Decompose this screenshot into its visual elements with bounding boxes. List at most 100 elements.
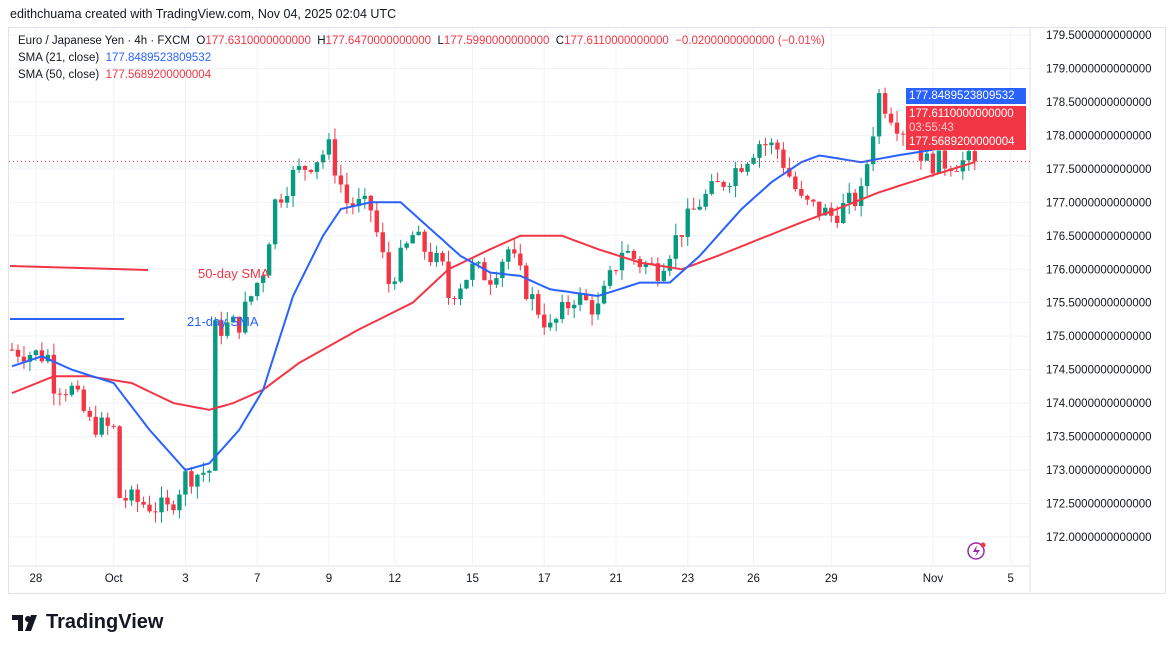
tradingview-logo-icon: [12, 614, 37, 631]
candle-body: [219, 320, 224, 336]
last-price: 177.6110000000000: [909, 108, 1014, 120]
sma50-legend[interactable]: SMA (50, close) 177.5689200000004: [18, 69, 211, 81]
candle-body: [506, 249, 511, 262]
y-tick-label: 173.5000000000000: [1046, 432, 1152, 444]
candle-body: [500, 261, 505, 279]
candle-body: [99, 417, 104, 435]
candle-body: [559, 301, 565, 320]
candle-body: [775, 142, 780, 150]
candle-body: [488, 280, 493, 285]
candle-body: [189, 471, 194, 487]
candle-body: [81, 389, 86, 411]
candle-body: [69, 385, 74, 395]
open-value: 177.6310000000000: [205, 35, 311, 47]
candle-body: [613, 270, 619, 272]
candle-body: [518, 253, 523, 266]
candle-body: [105, 417, 110, 426]
high-label: H: [317, 35, 326, 47]
candle-body: [410, 235, 415, 244]
candle-body: [894, 122, 900, 134]
candle-body: [530, 294, 535, 300]
candle-body: [685, 208, 690, 237]
candle-body: [380, 232, 385, 253]
candle-body: [882, 93, 888, 114]
candle-body: [972, 151, 977, 162]
x-tick-label: 7: [254, 573, 260, 585]
y-tick-label: 175.5000000000000: [1046, 298, 1152, 310]
candle-body: [715, 181, 720, 183]
candle-body: [787, 167, 792, 177]
candle-body: [63, 394, 69, 396]
y-tick-label: 178.5000000000000: [1046, 97, 1152, 109]
y-tick-label: 173.0000000000000: [1046, 465, 1152, 477]
candle-body: [290, 169, 296, 196]
symbol-legend: Euro / Japanese Yen · 4h · FXCM O177.631…: [18, 35, 825, 47]
candle-body: [799, 189, 804, 196]
candle-body: [117, 426, 122, 498]
candle-body: [936, 150, 942, 174]
candle-body: [607, 270, 613, 286]
candle-body: [404, 243, 409, 248]
tradingview-logo[interactable]: TradingView: [12, 611, 163, 634]
chart-frame[interactable]: [8, 27, 1166, 594]
candle-body: [577, 293, 583, 305]
candle-body: [278, 199, 284, 203]
candle-body: [673, 235, 678, 259]
x-tick-label: 29: [825, 573, 838, 585]
x-tick-label: 21: [610, 573, 623, 585]
x-tick-label: Nov: [923, 573, 944, 585]
candle-body: [440, 253, 445, 262]
candle-body: [835, 215, 840, 224]
candle-body: [763, 144, 768, 146]
candle-body: [428, 251, 433, 263]
low-value: 177.5990000000000: [443, 35, 550, 47]
sma21-value: 177.8489523809532: [105, 52, 212, 64]
candle-body: [512, 249, 517, 254]
candle-body: [733, 168, 738, 186]
candle-body: [422, 231, 427, 252]
x-tick-label: 28: [30, 573, 43, 585]
candle-body: [207, 470, 212, 473]
candle-body: [721, 182, 726, 187]
x-tick-label: 15: [466, 573, 479, 585]
credit-text: edithchuama created with TradingView.com…: [10, 7, 397, 21]
candle-body: [757, 144, 762, 158]
candle-body: [350, 203, 356, 206]
lightning-icon[interactable]: [967, 542, 985, 560]
sma50-line: [11, 161, 976, 411]
candle-body: [852, 192, 858, 207]
candle-body: [129, 489, 134, 501]
x-tick-label: 3: [182, 573, 188, 585]
y-tick-label: 172.0000000000000: [1046, 532, 1152, 544]
sma21-label: SMA (21, close): [18, 52, 100, 64]
candle-body: [864, 164, 870, 187]
candle-body: [338, 175, 344, 185]
candle-body: [954, 170, 960, 172]
close-value: 177.6110000000000: [564, 35, 669, 47]
candle-body: [302, 166, 308, 170]
candle-body: [398, 247, 403, 282]
candle-body: [589, 300, 595, 315]
candle-body: [213, 320, 218, 471]
candle-body: [111, 425, 116, 427]
candle-body: [888, 113, 894, 123]
candle-body: [201, 472, 206, 475]
sma50-label: SMA (50, close): [18, 69, 100, 81]
candle-body: [769, 142, 774, 146]
y-tick-label: 174.5000000000000: [1046, 365, 1152, 377]
candle-body: [362, 195, 368, 199]
candle-body: [536, 294, 541, 315]
candle-body: [739, 168, 744, 172]
sma21-legend[interactable]: SMA (21, close) 177.8489523809532: [18, 52, 211, 64]
candle-body: [284, 195, 290, 203]
candle-body: [446, 261, 451, 298]
candle-body: [817, 201, 822, 216]
candle-body: [434, 253, 439, 263]
candle-body: [571, 304, 577, 309]
candle-body: [326, 139, 332, 155]
candle-body: [811, 199, 816, 202]
candle-body: [153, 511, 158, 513]
candle-body: [27, 355, 33, 362]
y-tick-label: 174.0000000000000: [1046, 398, 1152, 410]
candle-body: [470, 263, 475, 280]
